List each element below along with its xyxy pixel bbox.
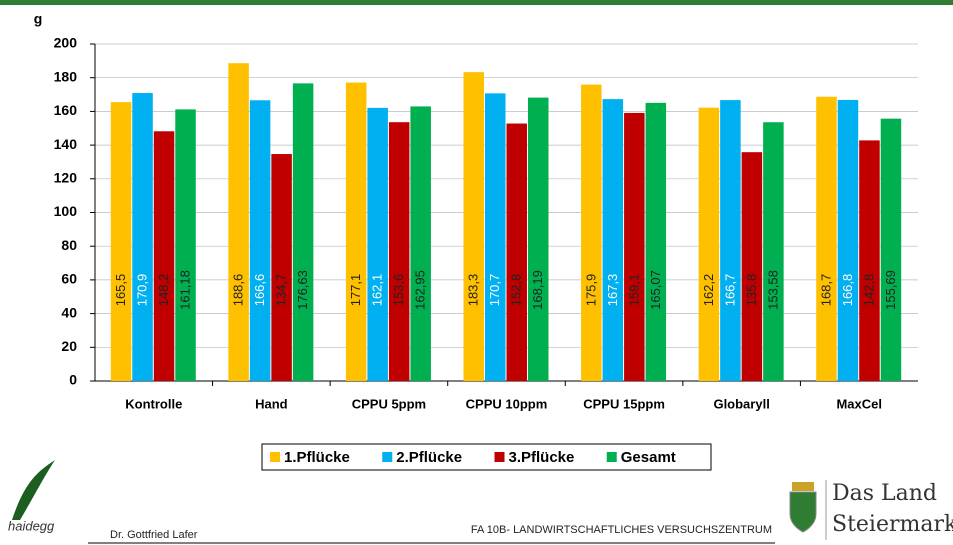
value-label: 148,2: [156, 274, 171, 307]
value-label: 162,1: [370, 274, 385, 307]
bar: [838, 100, 859, 381]
bar: [410, 106, 431, 381]
bar: [763, 122, 784, 381]
y-tick-label: 40: [61, 304, 77, 320]
logo-text: haidegg: [8, 518, 55, 533]
institution: FA 10B- LANDWIRTSCHAFTLICHES VERSUCHSZEN…: [471, 524, 772, 536]
bar: [389, 122, 410, 381]
bar: [464, 72, 485, 381]
x-tick-label: CPPU 10ppm: [466, 396, 548, 411]
y-tick-label: 20: [61, 338, 77, 354]
value-label: 153,6: [391, 274, 406, 307]
value-label: 166,6: [252, 274, 267, 307]
x-tick-label: Kontrolle: [125, 396, 182, 411]
bar: [720, 100, 741, 381]
x-tick-label: MaxCel: [836, 396, 882, 411]
bar: [646, 103, 667, 381]
value-label: 142,8: [861, 274, 876, 307]
value-label: 166,7: [722, 274, 737, 307]
legend-swatch: [607, 452, 617, 462]
value-label: 162,2: [701, 274, 716, 307]
value-label: 168,19: [530, 270, 545, 310]
bar: [250, 100, 271, 381]
bar: [528, 98, 549, 381]
steiermark-crest: [790, 482, 816, 532]
bar: [581, 85, 602, 381]
y-tick-label: 0: [69, 372, 77, 388]
value-label: 152,8: [509, 274, 524, 307]
legend-label: 3.Pflücke: [509, 449, 575, 466]
slide: g haidegg Dr. Gottfried Lafer FA 10B- LA…: [0, 0, 953, 545]
value-label: 135,8: [744, 274, 759, 307]
value-label: 162,95: [413, 270, 428, 310]
value-label: 168,7: [818, 274, 833, 307]
bar: [346, 83, 367, 381]
value-label: 167,3: [605, 274, 620, 307]
top-bar: [0, 0, 953, 5]
legend-label: 2.Pflücke: [396, 449, 462, 466]
value-label: 166,8: [840, 274, 855, 307]
bar: [507, 124, 528, 381]
land-line2: Steiermark: [832, 512, 953, 537]
bar: [624, 113, 645, 381]
bar: [228, 63, 249, 381]
y-tick-label: 80: [61, 237, 77, 253]
value-label: 170,9: [134, 274, 149, 307]
value-label: 134,7: [274, 274, 289, 307]
legend-swatch: [382, 452, 392, 462]
value-label: 183,3: [466, 274, 481, 307]
bar: [271, 154, 292, 381]
value-label: 165,5: [113, 274, 128, 307]
bar: [603, 99, 624, 381]
bar: [859, 140, 880, 381]
legend-swatch: [270, 452, 280, 462]
legend-label: 1.Pflücke: [284, 449, 350, 466]
bar: [111, 102, 131, 381]
x-tick-label: Globaryll: [713, 396, 769, 411]
bar: [485, 93, 506, 381]
bar: [154, 131, 175, 381]
land-line1: Das Land: [832, 481, 937, 506]
value-label: 159,1: [626, 274, 641, 307]
bar: [367, 108, 388, 381]
value-label: 170,7: [487, 274, 502, 307]
y-tick-label: 120: [54, 170, 78, 186]
bar: [132, 93, 153, 381]
bar: [742, 152, 763, 381]
value-label: 165,07: [648, 270, 663, 310]
legend-label: Gesamt: [621, 449, 676, 466]
value-label: 155,69: [883, 270, 898, 310]
y-unit: g: [34, 11, 43, 27]
haidegg-logo: haidegg: [8, 460, 55, 533]
bar: [293, 83, 314, 381]
value-label: 176,63: [295, 270, 310, 310]
bar: [816, 97, 837, 381]
y-tick-label: 180: [54, 68, 78, 84]
y-tick-label: 60: [61, 271, 77, 287]
value-label: 153,58: [765, 270, 780, 310]
value-label: 188,6: [231, 274, 246, 307]
x-tick-label: CPPU 15ppm: [583, 396, 665, 411]
x-tick-label: CPPU 5ppm: [352, 396, 426, 411]
legend-swatch: [495, 452, 505, 462]
y-tick-label: 100: [54, 203, 78, 219]
value-label: 177,1: [348, 274, 363, 307]
x-tick-label: Hand: [255, 396, 288, 411]
y-tick-label: 140: [54, 136, 78, 152]
y-tick-label: 200: [54, 35, 78, 51]
author: Dr. Gottfried Lafer: [110, 529, 198, 541]
y-tick-label: 160: [54, 102, 78, 118]
bar: [699, 108, 720, 381]
bar: [175, 109, 196, 381]
value-label: 161,18: [177, 270, 192, 310]
bar: [881, 119, 902, 381]
value-label: 175,9: [583, 274, 598, 307]
